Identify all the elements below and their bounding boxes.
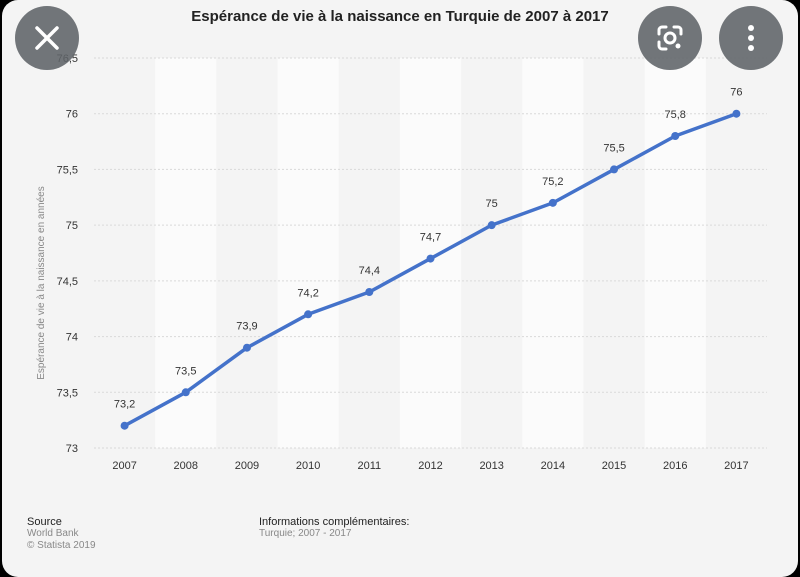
data-label: 75,8 [665, 109, 686, 121]
x-tick-label: 2009 [235, 460, 259, 472]
x-tick-label: 2014 [541, 460, 565, 472]
data-label: 75,5 [603, 142, 624, 154]
source-block: Source World Bank © Statista 2019 [27, 516, 96, 552]
info-text: Turquie; 2007 - 2017 [259, 528, 352, 539]
data-label: 74,2 [297, 287, 318, 299]
x-tick-label: 2011 [357, 460, 381, 472]
x-tick-label: 2007 [112, 460, 136, 472]
x-tick-label: 2008 [174, 460, 198, 472]
data-point [732, 109, 741, 118]
data-point [548, 198, 557, 207]
column-band [522, 58, 584, 448]
data-point [610, 165, 619, 174]
y-tick-label: 73 [66, 443, 78, 455]
data-point [365, 288, 374, 296]
y-tick-label: 74,5 [57, 276, 78, 288]
copyright-line: © Statista 2019 [27, 540, 96, 551]
info-heading: Informations complémentaires: [259, 516, 410, 528]
data-label: 74,4 [359, 265, 380, 277]
data-label: 75,2 [542, 176, 563, 188]
x-tick-label: 2013 [479, 460, 503, 472]
column-band [155, 58, 217, 448]
data-point [242, 343, 251, 352]
data-label: 73,2 [114, 399, 135, 411]
y-tick-label: 73,5 [57, 387, 78, 399]
y-tick-label: 75 [66, 220, 78, 232]
source-heading: Source [27, 516, 62, 528]
column-band [277, 58, 339, 448]
close-icon [35, 26, 59, 50]
data-point [671, 132, 680, 140]
data-point [120, 421, 129, 430]
column-band [644, 58, 706, 448]
lens-search-icon [657, 25, 683, 51]
close-button[interactable] [15, 6, 79, 70]
x-tick-label: 2010 [296, 460, 320, 472]
column-band [399, 58, 462, 448]
more-options-button[interactable] [719, 6, 783, 70]
data-point [426, 254, 435, 263]
lens-search-button[interactable] [638, 6, 702, 70]
x-tick-label: 2015 [602, 460, 626, 472]
chart-title: Espérance de vie à la naissance en Turqu… [191, 8, 609, 25]
data-label: 73,9 [236, 321, 257, 333]
x-tick-label: 2016 [663, 460, 687, 472]
x-tick-label: 2017 [724, 460, 748, 472]
x-tick-label: 2012 [418, 460, 442, 472]
data-label: 73,5 [175, 365, 196, 377]
y-tick-label: 75,5 [57, 164, 78, 176]
data-point [304, 310, 313, 319]
data-label: 76 [730, 87, 742, 99]
y-axis-label: Espérance de vie à la naissance en année… [36, 186, 47, 379]
data-point [487, 221, 496, 230]
y-tick-label: 76 [66, 109, 78, 121]
info-block: Informations complémentaires: Turquie; 2… [259, 516, 409, 540]
data-point [181, 388, 190, 397]
y-tick-label: 74 [66, 332, 78, 344]
more-vertical-icon [748, 25, 754, 51]
data-label: 74,7 [420, 232, 441, 244]
source-line: World Bank [27, 528, 79, 539]
data-label: 75 [486, 198, 498, 210]
